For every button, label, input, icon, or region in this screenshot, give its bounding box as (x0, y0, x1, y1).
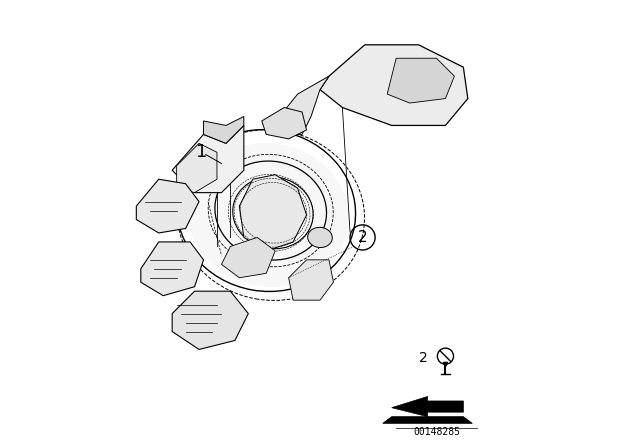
Polygon shape (136, 179, 199, 233)
Ellipse shape (308, 227, 332, 248)
Polygon shape (177, 143, 217, 193)
Polygon shape (392, 396, 463, 417)
Polygon shape (280, 76, 329, 134)
Ellipse shape (188, 143, 349, 287)
Polygon shape (141, 242, 204, 296)
Polygon shape (221, 237, 275, 278)
Polygon shape (239, 175, 307, 251)
Polygon shape (204, 116, 244, 143)
Polygon shape (387, 58, 454, 103)
Text: 2: 2 (419, 351, 428, 366)
Text: 00148285: 00148285 (413, 427, 460, 437)
Polygon shape (320, 45, 468, 125)
Polygon shape (289, 260, 333, 300)
Polygon shape (383, 417, 472, 423)
Text: 1: 1 (196, 143, 207, 161)
Polygon shape (172, 291, 248, 349)
Polygon shape (262, 108, 307, 139)
Text: 2: 2 (358, 230, 367, 245)
Polygon shape (172, 125, 244, 193)
